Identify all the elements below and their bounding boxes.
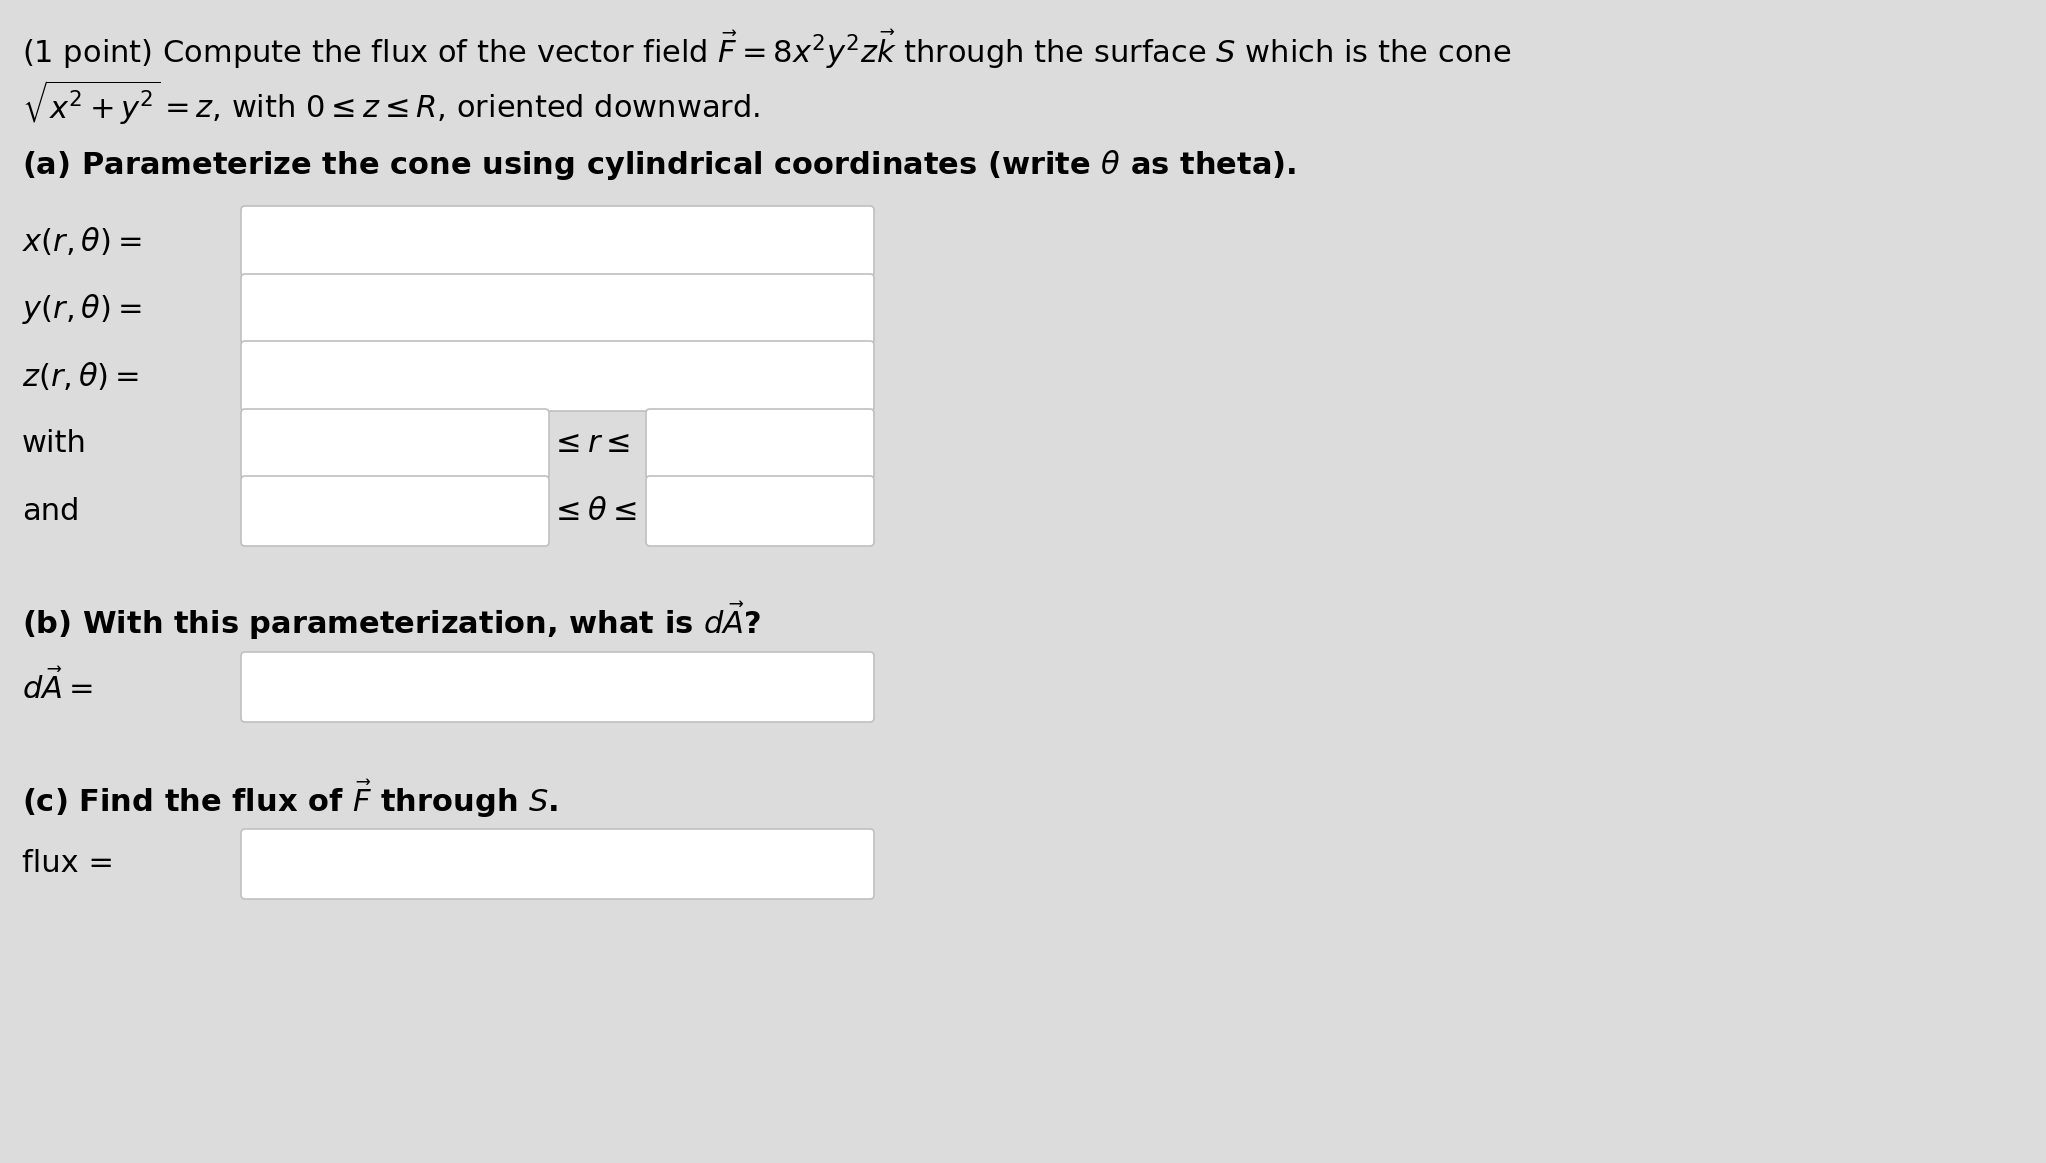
Text: with: with bbox=[23, 429, 86, 458]
Text: $x(r, \theta) =$: $x(r, \theta) =$ bbox=[23, 224, 141, 257]
Text: flux =: flux = bbox=[23, 849, 115, 878]
Text: (1 point) Compute the flux of the vector field $\vec{F} = 8x^2y^2z\vec{k}$ throu: (1 point) Compute the flux of the vector… bbox=[23, 28, 1512, 71]
FancyBboxPatch shape bbox=[647, 476, 874, 545]
Text: $d\vec{A} =$: $d\vec{A} =$ bbox=[23, 669, 92, 705]
FancyBboxPatch shape bbox=[241, 341, 874, 411]
Text: and: and bbox=[23, 497, 80, 526]
FancyBboxPatch shape bbox=[241, 476, 548, 545]
FancyBboxPatch shape bbox=[241, 409, 548, 479]
Text: $y(r, \theta) =$: $y(r, \theta) =$ bbox=[23, 292, 141, 326]
Text: (b) With this parameterization, what is $d\vec{A}$?: (b) With this parameterization, what is … bbox=[23, 600, 761, 642]
Text: $\leq \theta \leq$: $\leq \theta \leq$ bbox=[550, 497, 636, 526]
Text: (a) Parameterize the cone using cylindrical coordinates (write $\theta$ as theta: (a) Parameterize the cone using cylindri… bbox=[23, 148, 1295, 181]
FancyBboxPatch shape bbox=[241, 274, 874, 344]
Text: $\sqrt{x^2 + y^2} = z$, with $0 \leq z \leq R$, oriented downward.: $\sqrt{x^2 + y^2} = z$, with $0 \leq z \… bbox=[23, 78, 759, 127]
Text: $\leq r \leq$: $\leq r \leq$ bbox=[550, 429, 630, 458]
FancyBboxPatch shape bbox=[241, 652, 874, 722]
FancyBboxPatch shape bbox=[241, 206, 874, 276]
Text: $z(r, \theta) =$: $z(r, \theta) =$ bbox=[23, 361, 139, 392]
Text: (c) Find the flux of $\vec{F}$ through $S$.: (c) Find the flux of $\vec{F}$ through $… bbox=[23, 778, 559, 820]
FancyBboxPatch shape bbox=[647, 409, 874, 479]
FancyBboxPatch shape bbox=[241, 829, 874, 899]
